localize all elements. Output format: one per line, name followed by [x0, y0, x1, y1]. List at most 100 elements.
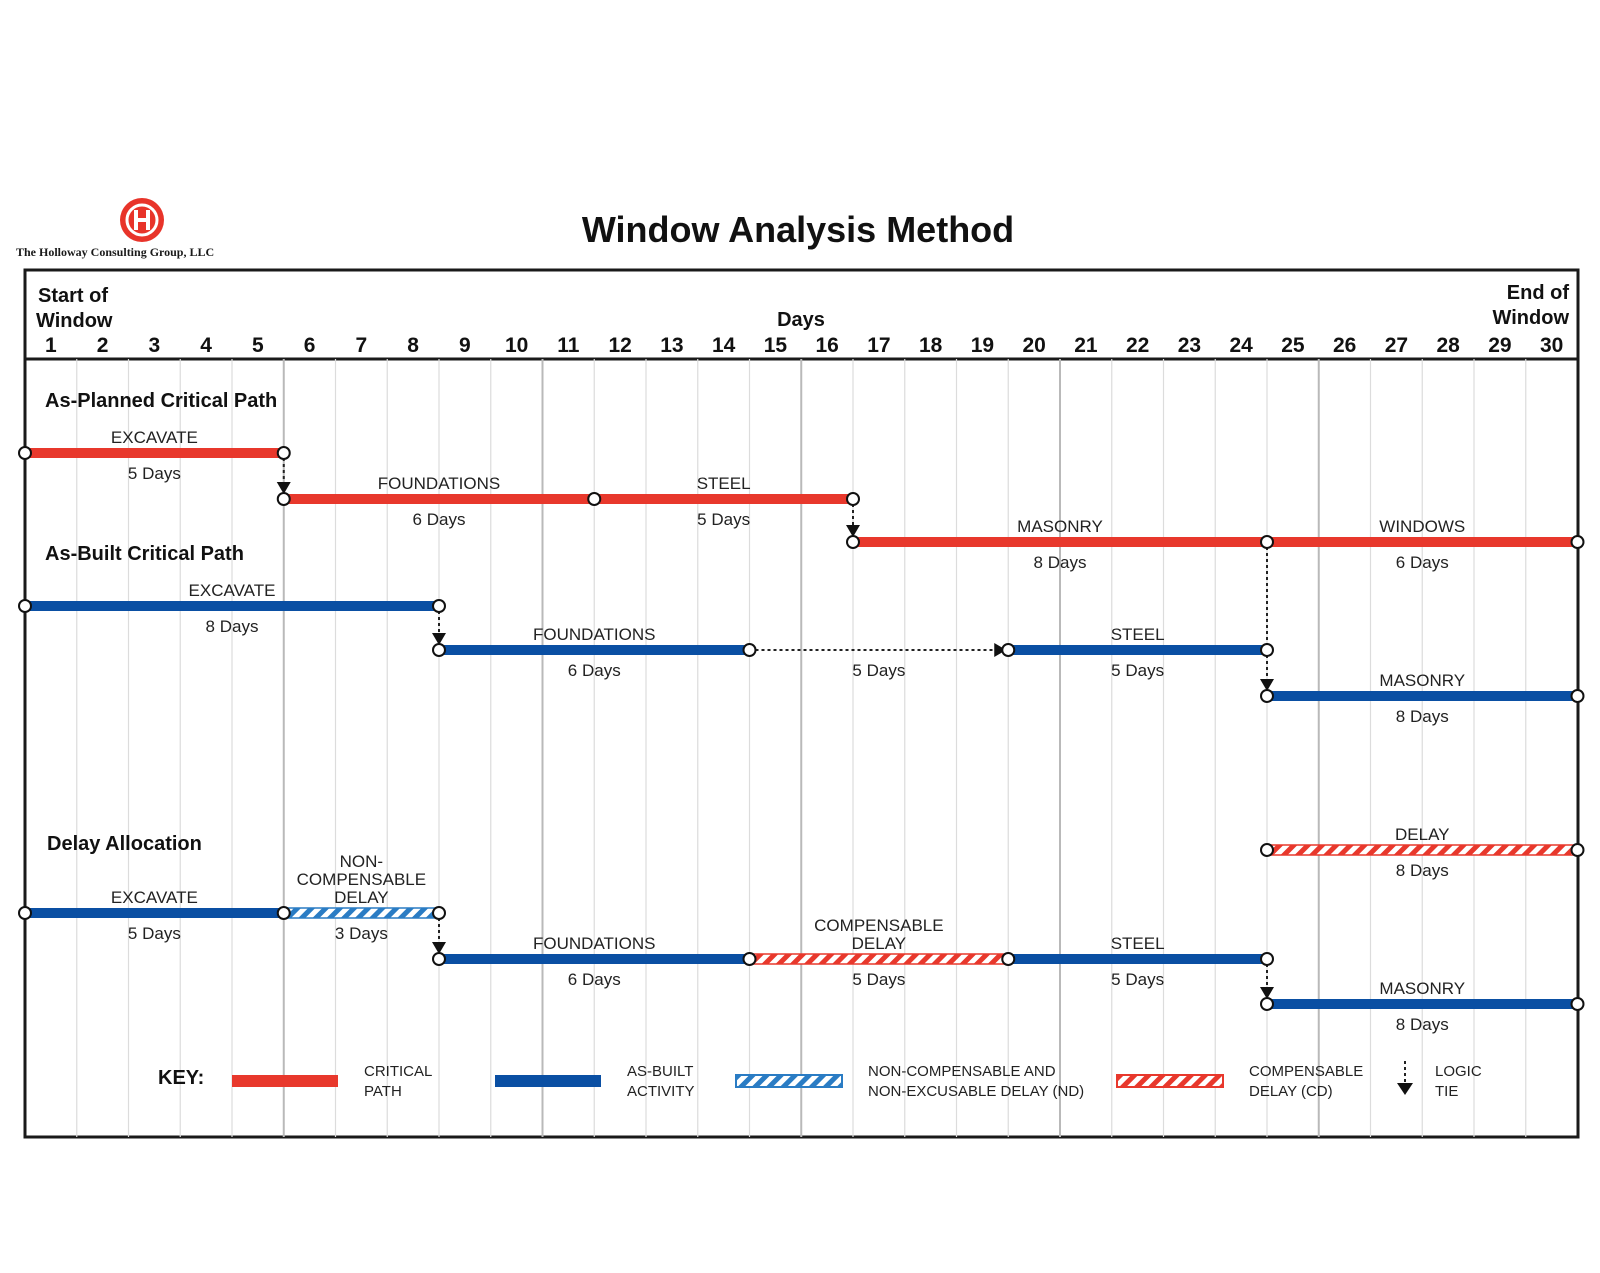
asbuilt-bar — [1267, 999, 1578, 1009]
asbuilt-bar — [25, 908, 284, 918]
activity-name-label: STEEL — [1111, 934, 1165, 953]
day-number-tick: 4 — [200, 334, 212, 357]
key-title: KEY: — [158, 1067, 204, 1089]
start-of-window-label: Start of — [38, 285, 108, 307]
activity-name-label: EXCAVATE — [111, 428, 198, 447]
node-circle — [1570, 843, 1585, 857]
node-circle — [1260, 643, 1274, 657]
node-circle — [1001, 952, 1016, 966]
activity-duration-label: 6 Days — [1396, 553, 1449, 572]
node-circle — [1260, 843, 1274, 857]
day-number-tick: 19 — [971, 334, 994, 357]
key-label: LOGIC — [1435, 1063, 1482, 1080]
activity-duration-label: 6 Days — [568, 970, 621, 989]
compensable-delay-bar — [749, 954, 1009, 964]
day-number-tick: 8 — [407, 334, 419, 357]
company-logo: The Holloway Consulting Group, LLC — [16, 198, 214, 259]
activity-duration-label: 8 Days — [1396, 707, 1449, 726]
asbuilt-bar — [1267, 691, 1578, 701]
critical-bar — [283, 494, 595, 504]
activity-duration-label: 8 Days — [1396, 1015, 1449, 1034]
activity-labels: EXCAVATE 5 Days FOUNDATIONS 6 Days STEEL 5 Da… — [111, 428, 1465, 1034]
critical-bar — [594, 494, 853, 504]
section-title-as-planned: As-Planned Critical Path — [45, 390, 277, 412]
activity-name-label: MASONRY — [1379, 979, 1465, 998]
key-swatch-cd — [1117, 1075, 1223, 1087]
activity-name-label: MASONRY — [1379, 671, 1465, 690]
gap-arrow — [994, 643, 1007, 657]
day-number-tick: 24 — [1229, 334, 1253, 357]
key-swatch-nc — [736, 1075, 842, 1087]
node-circle — [1260, 689, 1274, 703]
section-title-as-built: As-Built Critical Path — [45, 543, 244, 565]
day-number-tick: 15 — [764, 334, 788, 357]
node-circle — [742, 952, 757, 966]
critical-bar — [853, 537, 1267, 547]
key-logic-tie-arrow — [1397, 1083, 1413, 1095]
node-circle — [1260, 952, 1274, 966]
node-circle — [1001, 643, 1016, 657]
legend-key: KEY: CRITICAL PATH AS-BUILT ACTIVITY NON-COM… — [158, 1061, 1482, 1100]
node-circle — [18, 599, 32, 613]
key-label: DELAY (CD) — [1249, 1083, 1333, 1100]
day-number-tick: 29 — [1488, 334, 1511, 357]
day-number-tick: 2 — [97, 334, 109, 357]
key-label: AS-BUILT — [627, 1063, 693, 1080]
key-label: ACTIVITY — [627, 1083, 695, 1100]
activity-name-label: NON- — [340, 852, 383, 871]
node-circle — [587, 492, 602, 506]
day-number-tick: 1 — [45, 334, 57, 357]
node-circle — [276, 446, 291, 460]
node-circle — [846, 535, 860, 549]
day-number-tick: 21 — [1074, 334, 1098, 357]
activity-duration-label: 8 Days — [206, 617, 259, 636]
logic-ties — [276, 458, 1274, 999]
day-number-tick: 25 — [1281, 334, 1305, 357]
company-name: The Holloway Consulting Group, LLC — [16, 245, 214, 259]
day-number-tick: 13 — [660, 334, 683, 357]
activity-bars — [18, 446, 1585, 1011]
node-circle — [1260, 997, 1274, 1011]
section-title-delay-allocation: Delay Allocation — [47, 833, 202, 855]
node-circle — [432, 906, 446, 920]
activity-name-label: COMPENSABLE — [814, 916, 943, 935]
activity-duration-label: 5 Days — [852, 661, 905, 680]
node-circle — [18, 906, 32, 920]
day-number-tick: 9 — [459, 334, 471, 357]
page-title: Window Analysis Method — [582, 209, 1014, 250]
asbuilt-bar — [25, 601, 439, 611]
logic-tie-arrow — [846, 525, 860, 537]
day-number-tick: 11 — [557, 334, 580, 357]
activity-duration-label: 8 Days — [1034, 553, 1087, 572]
day-number-tick: 27 — [1385, 334, 1408, 357]
activity-name-label: COMPENSABLE — [297, 870, 426, 889]
day-grid — [76, 359, 1527, 1137]
logic-tie-arrow — [1260, 987, 1274, 999]
day-number-tick: 7 — [356, 334, 368, 357]
logic-tie-arrow — [1260, 679, 1274, 691]
day-number-tick: 28 — [1436, 334, 1460, 357]
node-circle — [1570, 535, 1585, 549]
activity-name-label: STEEL — [697, 474, 751, 493]
node-circle — [276, 906, 291, 920]
day-number-tick: 16 — [815, 334, 838, 357]
noncompensable-delay-bar — [283, 908, 439, 918]
logic-tie-arrow — [432, 942, 446, 954]
key-label: NON-EXCUSABLE DELAY (ND) — [868, 1083, 1084, 1100]
day-number-tick: 23 — [1178, 334, 1201, 357]
days-axis-label: Days — [777, 309, 825, 331]
key-label: NON-COMPENSABLE AND — [868, 1063, 1056, 1080]
day-number-tick: 17 — [867, 334, 890, 357]
activity-name-label: EXCAVATE — [111, 888, 198, 907]
logic-tie-arrow — [432, 633, 446, 645]
activity-name-label: FOUNDATIONS — [533, 625, 655, 644]
critical-bar — [1267, 537, 1578, 547]
asbuilt-bar — [1008, 954, 1267, 964]
day-number-ticks: 1 2 3 4 5 6 7 8 9 10 11 12 13 14 15 16 17 18 19 20 21 22 23 24 2… — [45, 334, 1563, 357]
asbuilt-bar — [1008, 645, 1267, 655]
key-swatch-critical — [232, 1075, 338, 1087]
day-number-tick: 22 — [1126, 334, 1149, 357]
day-number-tick: 18 — [919, 334, 943, 357]
day-number-tick: 10 — [505, 334, 528, 357]
